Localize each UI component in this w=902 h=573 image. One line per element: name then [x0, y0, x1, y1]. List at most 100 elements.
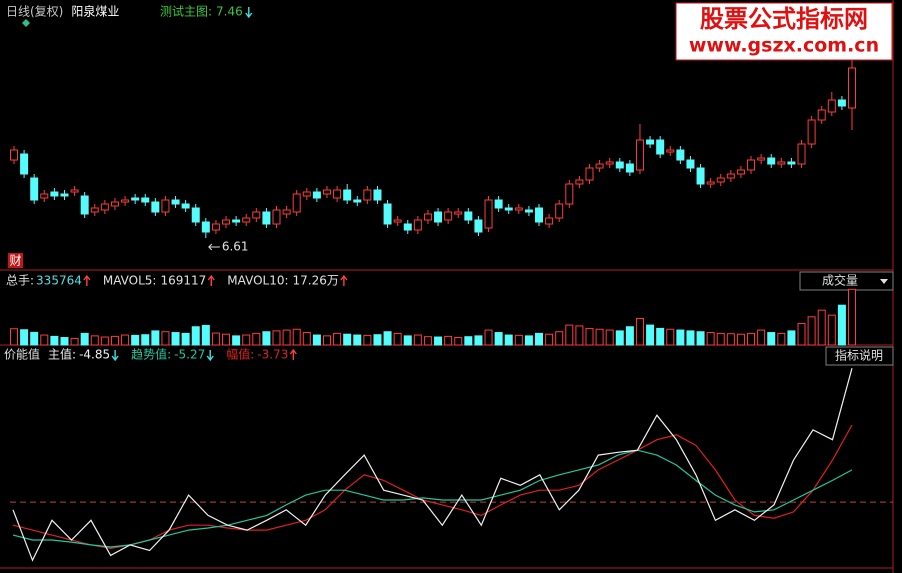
volume-bar	[211, 332, 220, 346]
candle-body	[807, 119, 816, 145]
header-text: MAVOL10:	[227, 274, 288, 288]
candle-body	[383, 203, 392, 225]
candle-body	[10, 149, 18, 161]
candle-body	[696, 167, 705, 185]
candle-body	[736, 169, 745, 175]
candle-body	[817, 109, 826, 121]
candle-body	[676, 149, 685, 161]
volume-bar	[747, 332, 756, 346]
volume-bar	[585, 327, 594, 346]
candle-body	[161, 199, 170, 213]
indicator-line	[12, 424, 853, 550]
header-text: -3.73	[257, 348, 288, 362]
candle-body	[444, 211, 453, 221]
volume-bar	[20, 329, 29, 346]
volume-bar	[363, 334, 372, 346]
candle-body	[635, 139, 644, 171]
candle-body	[454, 211, 463, 215]
button-label[interactable]: 指标说明	[835, 348, 883, 363]
candle-body	[100, 203, 109, 211]
candle-body	[666, 149, 675, 153]
candle-body	[777, 161, 786, 165]
candle-body	[837, 99, 846, 107]
volume-bar	[545, 333, 554, 346]
volume-bar	[696, 331, 705, 346]
volume-bar	[635, 317, 644, 346]
volume-bar	[434, 336, 443, 346]
volume-bar	[625, 326, 634, 346]
volume-bar	[524, 335, 533, 346]
volume-bar	[322, 335, 331, 346]
volume-bar	[514, 334, 523, 346]
volume-bar	[70, 337, 79, 346]
trend-arrow	[111, 350, 119, 362]
dropdown-arrow[interactable]	[880, 279, 888, 284]
volume-bar	[656, 327, 665, 346]
volume-bar	[716, 332, 725, 346]
candle-body	[555, 203, 564, 219]
candle-body	[40, 193, 49, 199]
candle-body	[646, 139, 655, 145]
volume-bar	[444, 335, 453, 346]
header-text: -4.85	[79, 348, 110, 362]
volume-bar	[383, 331, 392, 346]
volume-bar	[767, 332, 776, 346]
volume-bar	[787, 330, 796, 346]
volume-bar	[252, 332, 261, 346]
trend-arrow	[207, 274, 215, 286]
volume-bar	[151, 330, 160, 346]
volume-bar	[272, 330, 281, 346]
candle-body	[535, 207, 544, 223]
low-annotation: 6.61	[222, 240, 249, 254]
volume-bar	[30, 331, 39, 346]
volume-bar	[60, 337, 69, 346]
dropdown[interactable]	[799, 271, 894, 291]
candle-body	[110, 201, 119, 207]
header-text: 335764	[36, 274, 82, 288]
volume-bar	[191, 326, 200, 346]
candle-body	[333, 189, 342, 199]
candle-body	[131, 197, 140, 201]
candle-body	[464, 211, 473, 221]
volume-bar	[807, 316, 816, 346]
volume-bar	[827, 314, 836, 346]
candle-body	[706, 181, 715, 185]
candle-body	[494, 199, 503, 209]
volume-bar	[535, 332, 544, 346]
volume-bar	[90, 335, 99, 346]
dropdown-label[interactable]: 成交量	[822, 273, 858, 288]
volume-bar	[232, 335, 241, 346]
candle-body	[171, 199, 180, 205]
candle-body	[585, 167, 594, 181]
candle-body	[363, 189, 372, 201]
volume-bar	[393, 332, 402, 346]
volume-bar	[100, 336, 109, 346]
volume-bar	[121, 334, 130, 346]
volume-bar	[262, 331, 271, 346]
candle-body	[20, 153, 29, 175]
volume-bar	[242, 334, 251, 346]
header-text: 169117	[160, 274, 206, 288]
button[interactable]	[825, 346, 894, 366]
indicator-line	[12, 449, 853, 548]
candle-body	[716, 177, 725, 183]
candle-body	[272, 209, 281, 225]
volume-bar	[686, 330, 695, 346]
volume-bar	[504, 334, 513, 346]
candle-body	[797, 143, 806, 165]
candle-body	[686, 159, 695, 169]
candle-body	[252, 211, 261, 219]
volume-bar	[615, 330, 624, 346]
header-text: 17.26万	[293, 274, 339, 288]
candle-body	[232, 219, 241, 223]
volume-bar	[454, 337, 463, 346]
volume-bar	[110, 335, 119, 346]
annotation-arrow	[208, 243, 220, 251]
volume-bar	[343, 333, 352, 346]
candle-body	[191, 207, 200, 223]
volume-bar	[484, 329, 493, 346]
candle-body	[292, 193, 301, 213]
candle-body	[151, 201, 160, 213]
candle-body	[343, 189, 352, 201]
trend-arrow	[340, 274, 348, 286]
